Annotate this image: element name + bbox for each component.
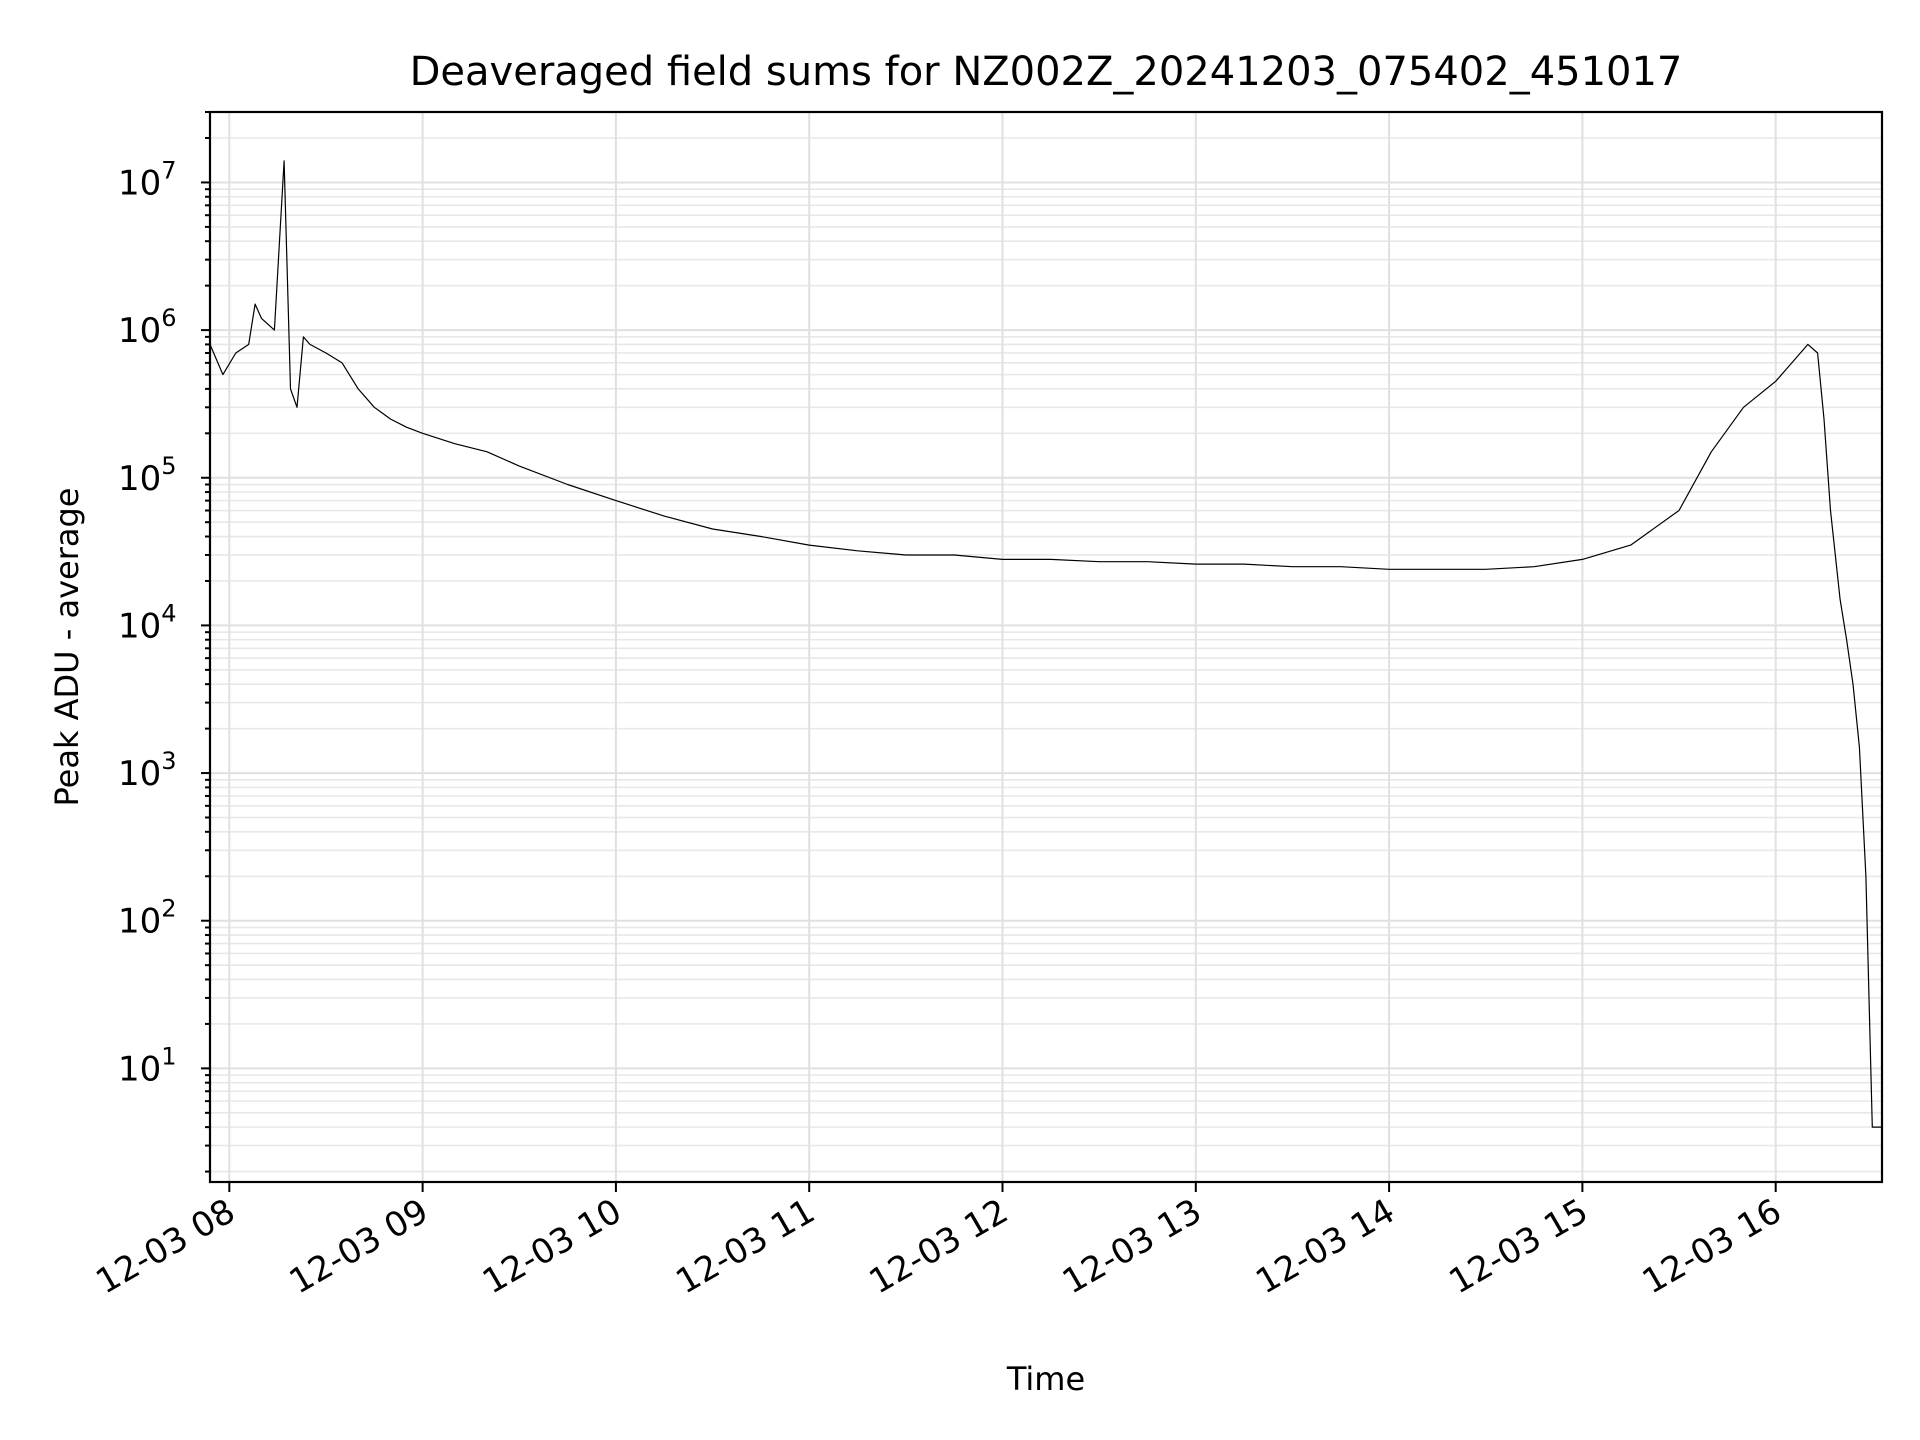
chart-title: Deaveraged field sums for NZ002Z_2024120…	[410, 49, 1683, 95]
series-layer	[209, 160, 1883, 1128]
y-axis-label: Peak ADU - average	[48, 488, 86, 807]
plot-frame	[208, 110, 1884, 1184]
grid	[210, 111, 1882, 1182]
y-axis: 101 102 103 104 105 106 107	[118, 111, 210, 1173]
y-tick-label: 106	[118, 304, 177, 351]
y-tick-label: 101	[118, 1042, 177, 1089]
y-tick-label: 105	[118, 452, 177, 499]
x-axis-label: Time	[1006, 1360, 1085, 1398]
y-tick-label: 107	[118, 156, 177, 203]
y-tick-label: 104	[118, 599, 177, 646]
series-line	[209, 160, 1882, 1128]
y-tick-label: 102	[118, 895, 177, 942]
y-tick-label: 103	[118, 747, 177, 794]
